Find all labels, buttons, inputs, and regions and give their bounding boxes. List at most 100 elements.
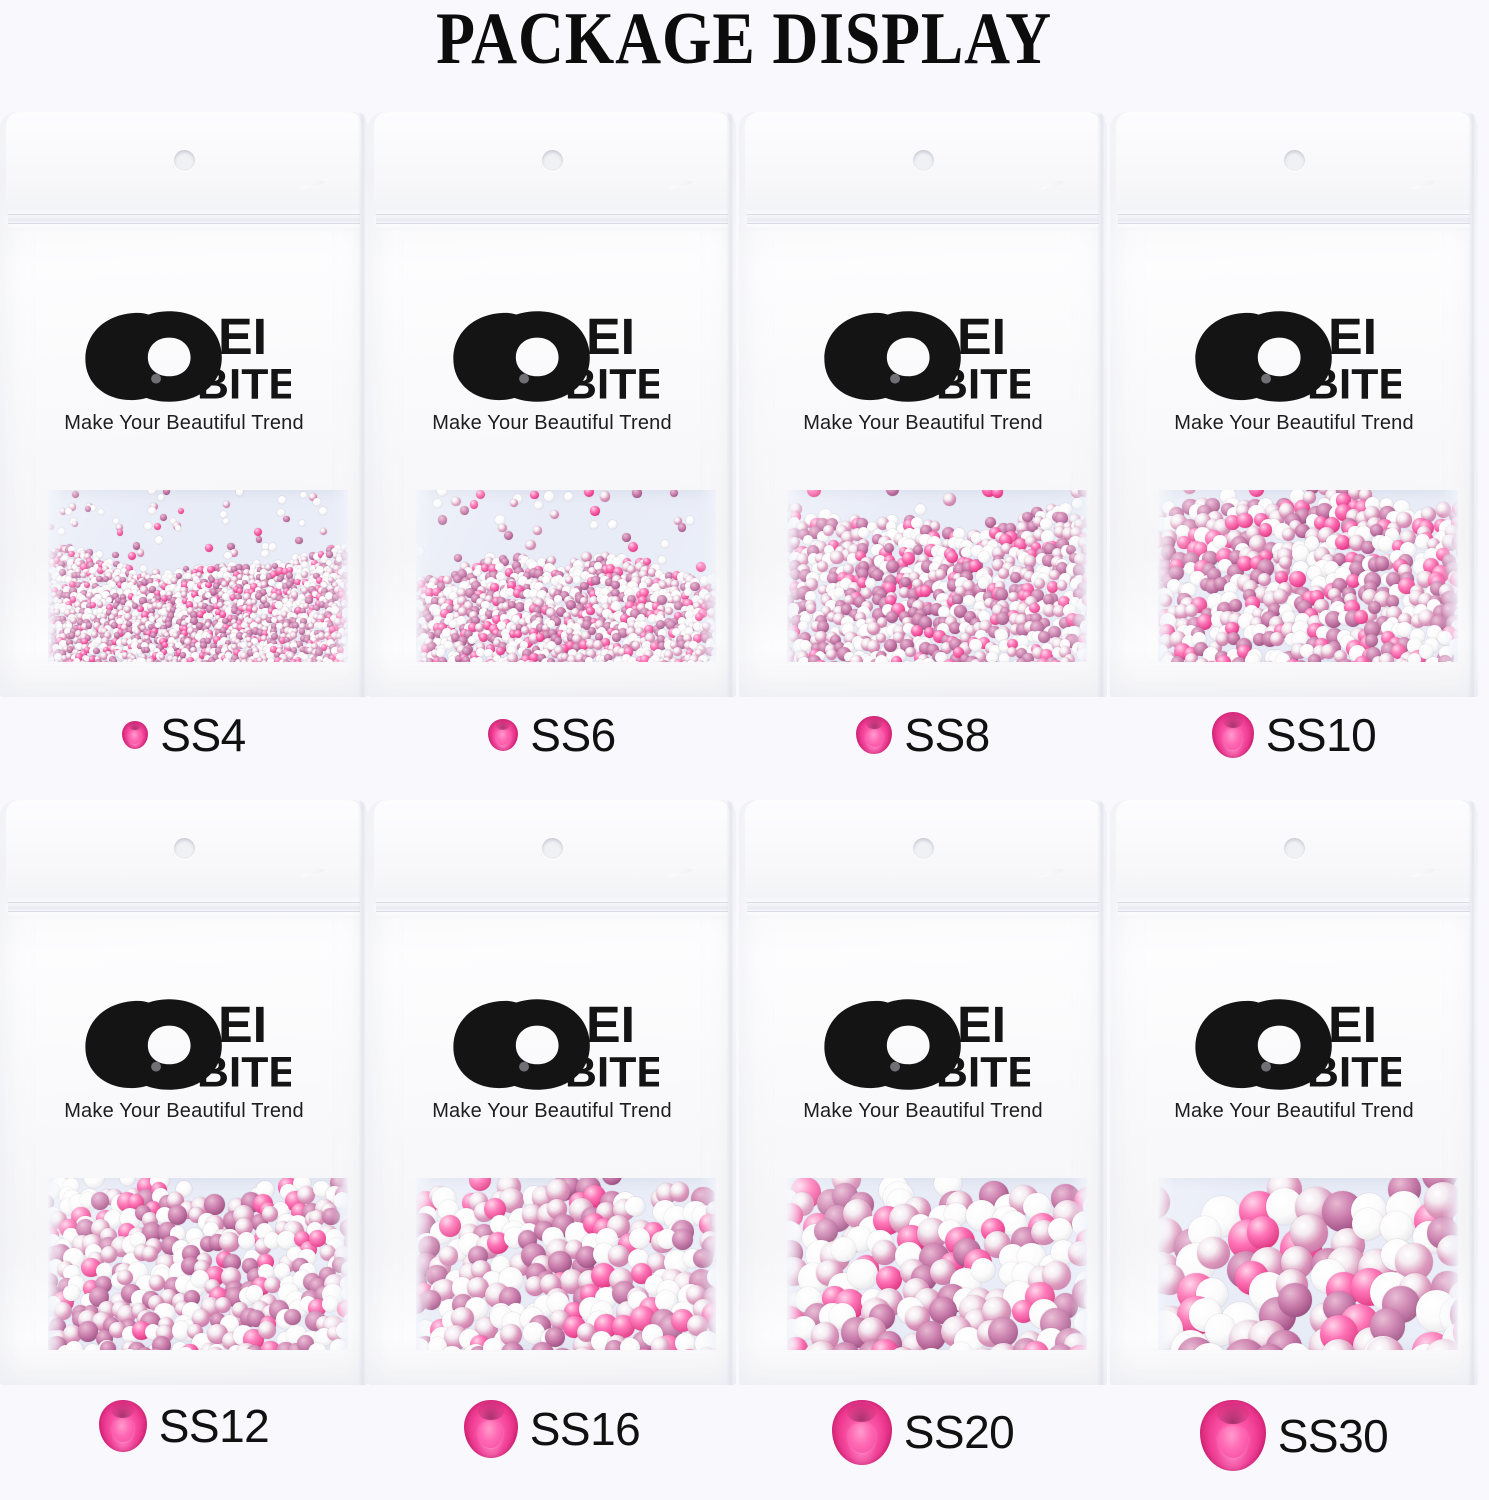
hang-hole-icon (913, 150, 934, 171)
rhinestone (281, 568, 289, 576)
rhinestone-window (1158, 1178, 1458, 1350)
rhinestone (96, 601, 104, 608)
rhinestone (219, 510, 228, 519)
rhinestone (607, 1244, 631, 1268)
rhinestone (278, 597, 286, 605)
rhinestone (154, 614, 161, 621)
rhinestone (324, 648, 333, 657)
rhinestone (292, 622, 299, 630)
rhinestone (83, 581, 91, 589)
rhinestone (310, 578, 317, 585)
rhinestone (86, 602, 93, 610)
rhinestone (180, 636, 188, 645)
rhinestone (105, 558, 113, 566)
rhinestone (166, 594, 174, 602)
rhinestone-icon (1199, 1400, 1266, 1472)
rhinestone (243, 568, 252, 577)
rhinestone (210, 642, 218, 650)
rhinestone (326, 585, 335, 594)
rhinestone (194, 641, 202, 649)
rhinestone (1307, 654, 1322, 662)
rhinestone (266, 586, 274, 595)
rhinestone (968, 638, 982, 652)
package-cell-ss6[interactable]: EI BITE Make Your Beautiful Trend SS6 (368, 112, 736, 758)
rhinestone-window (787, 1178, 1087, 1350)
rhinestone (311, 560, 319, 568)
rhinestone (80, 633, 88, 641)
rhinestone (825, 648, 837, 661)
rhinestone (167, 579, 175, 588)
rhinestone (255, 536, 263, 544)
rhinestone (232, 598, 240, 606)
rhinestone (186, 592, 195, 601)
rhinestone (139, 593, 147, 601)
rhinestone (64, 576, 72, 584)
rhinestone (81, 613, 90, 622)
rhinestone (103, 624, 111, 632)
rhinestone (225, 628, 232, 635)
rhinestone (149, 586, 156, 593)
rhinestone (257, 608, 264, 615)
rhinestone (147, 603, 155, 612)
rhinestone (677, 523, 687, 532)
package-cell-ss30[interactable]: EI BITE Make Your Beautiful Trend SS30 (1110, 800, 1478, 1472)
rhinestone (235, 584, 243, 592)
rhinestone (276, 644, 283, 651)
hang-hole-icon (174, 150, 195, 171)
rhinestone (76, 561, 83, 568)
rhinestone (283, 626, 292, 635)
package-cell-ss4[interactable]: EI BITE Make Your Beautiful Trend SS4 (0, 112, 368, 758)
rhinestone (251, 606, 259, 613)
rhinestone (301, 571, 308, 578)
rhinestone (80, 637, 89, 645)
rhinestone (317, 622, 324, 630)
rhinestone (79, 590, 88, 599)
rhinestone (219, 611, 227, 618)
rhinestone (113, 560, 120, 568)
package-cell-ss12[interactable]: EI BITE Make Your Beautiful Trend SS12 (0, 800, 368, 1452)
rhinestone (453, 553, 462, 562)
package-cell-ss16[interactable]: EI BITE Make Your Beautiful Trend SS16 (368, 800, 736, 1459)
rhinestone (169, 584, 176, 592)
size-label-text: SS8 (904, 709, 990, 761)
rhinestone (1056, 580, 1067, 591)
product-bag: EI BITE Make Your Beautiful Trend (739, 800, 1107, 1385)
rhinestone (259, 640, 267, 649)
rhinestone (235, 594, 242, 601)
rhinestone (88, 566, 96, 574)
rhinestone (211, 597, 218, 604)
rhinestone (1374, 556, 1390, 571)
rhinestone (256, 581, 264, 589)
rhinestone (246, 618, 254, 626)
rhinestone (194, 596, 201, 603)
rhinestone (308, 574, 316, 582)
rhinestone (911, 624, 924, 637)
package-cell-ss10[interactable]: EI BITE Make Your Beautiful Trend SS10 (1110, 112, 1478, 758)
rhinestone (325, 607, 334, 615)
rhinestone (220, 632, 227, 640)
size-label-text: SS16 (529, 1403, 641, 1456)
rhinestone (236, 580, 244, 588)
rhinestone (213, 563, 222, 572)
rhinestone (79, 571, 87, 579)
rhinestone (342, 651, 348, 658)
rhinestone (217, 601, 224, 609)
rhinestone (66, 572, 73, 579)
rhinestone (295, 607, 303, 615)
package-cell-ss8[interactable]: EI BITE Make Your Beautiful Trend SS8 (739, 112, 1107, 758)
product-bag: EI BITE Make Your Beautiful Trend (0, 112, 368, 697)
rhinestone (318, 506, 327, 515)
rhinestone (601, 1178, 622, 1186)
rhinestone (250, 622, 259, 631)
rhinestone (325, 560, 333, 567)
rhinestone (212, 570, 220, 578)
rhinestone (69, 587, 78, 595)
rhinestone (180, 591, 188, 598)
rhinestone (180, 587, 188, 595)
rhinestone (85, 621, 93, 629)
rhinestone (236, 573, 244, 580)
package-cell-ss20[interactable]: EI BITE Make Your Beautiful Trend SS20 (739, 800, 1107, 1465)
rhinestone (71, 562, 80, 571)
rhinestone (140, 564, 148, 572)
rhinestone (250, 598, 258, 606)
